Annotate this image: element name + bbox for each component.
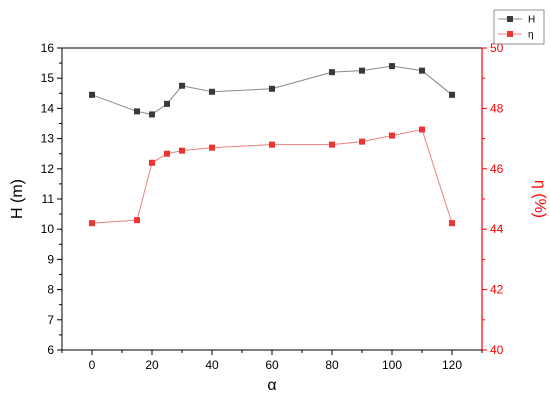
left-y-tick-label: 9 <box>47 252 54 266</box>
x-tick-label: 120 <box>442 358 462 372</box>
data-point-eta <box>209 144 215 151</box>
left-y-tick-label: 10 <box>41 222 55 236</box>
data-point-h <box>389 63 395 70</box>
x-tick-label: 80 <box>325 358 339 372</box>
data-point-eta <box>179 147 185 154</box>
series-line-eta <box>91 128 453 224</box>
right-y-tick-label: 48 <box>490 101 504 115</box>
left-y-axis: 6 7 8 9 10 11 12 13 14 15 16 <box>41 41 62 357</box>
right-y-tick-label: 50 <box>490 41 504 55</box>
data-point-h <box>179 82 185 89</box>
x-axis-title: α <box>267 377 276 394</box>
data-point-h <box>419 67 425 74</box>
data-point-eta <box>359 138 365 145</box>
data-point-eta <box>329 141 335 148</box>
data-point-h <box>89 91 95 98</box>
x-axis: 0 20 40 60 80 100 120 <box>61 350 483 372</box>
data-point-h <box>209 88 215 95</box>
data-point-h <box>149 111 155 118</box>
x-tick-label: 40 <box>205 358 219 372</box>
legend: Hη <box>493 9 545 45</box>
legend-marker-h <box>507 16 513 22</box>
x-tick-label: 20 <box>145 358 159 372</box>
legend-label-h: H <box>528 15 535 26</box>
right-y-axis-title: η (%) <box>531 180 548 218</box>
data-point-eta <box>419 126 425 133</box>
right-y-tick-label: 44 <box>490 222 504 236</box>
legend-label-eta: η <box>528 30 534 41</box>
left-y-tick-label: 11 <box>42 192 55 206</box>
right-y-tick-label: 42 <box>490 283 504 297</box>
data-point-h <box>164 100 170 107</box>
data-point-eta <box>389 132 395 139</box>
left-y-tick-label: 13 <box>41 132 55 146</box>
data-point-eta <box>269 141 275 148</box>
left-y-tick-label: 15 <box>41 71 55 85</box>
data-point-eta <box>89 220 95 227</box>
legend-marker-eta <box>507 31 513 37</box>
right-y-axis: 40 42 44 46 48 50 <box>482 41 504 357</box>
left-y-tick-label: 12 <box>41 162 55 176</box>
left-y-tick-label: 8 <box>47 283 54 297</box>
data-point-eta <box>164 150 170 157</box>
left-y-tick-label: 16 <box>41 41 55 55</box>
data-point-eta <box>134 217 140 224</box>
data-point-h <box>269 85 275 92</box>
left-y-tick-label: 7 <box>47 313 54 327</box>
data-point-eta <box>449 220 455 227</box>
data-point-h <box>359 67 365 74</box>
series-layer <box>89 63 455 227</box>
left-y-tick-label: 14 <box>41 101 55 115</box>
x-tick-label: 100 <box>382 358 402 372</box>
data-point-h <box>449 91 455 98</box>
data-point-h <box>329 69 335 76</box>
right-y-tick-label: 40 <box>490 343 504 357</box>
x-tick-label: 60 <box>265 358 279 372</box>
legend-box <box>493 9 545 45</box>
left-y-axis-title: H (m) <box>9 179 26 219</box>
plot-frame <box>61 47 483 351</box>
data-point-h <box>134 108 140 115</box>
data-point-eta <box>149 159 155 166</box>
left-y-tick-label: 6 <box>47 343 54 357</box>
x-tick-label: 0 <box>89 358 96 372</box>
right-y-tick-label: 46 <box>490 162 504 176</box>
